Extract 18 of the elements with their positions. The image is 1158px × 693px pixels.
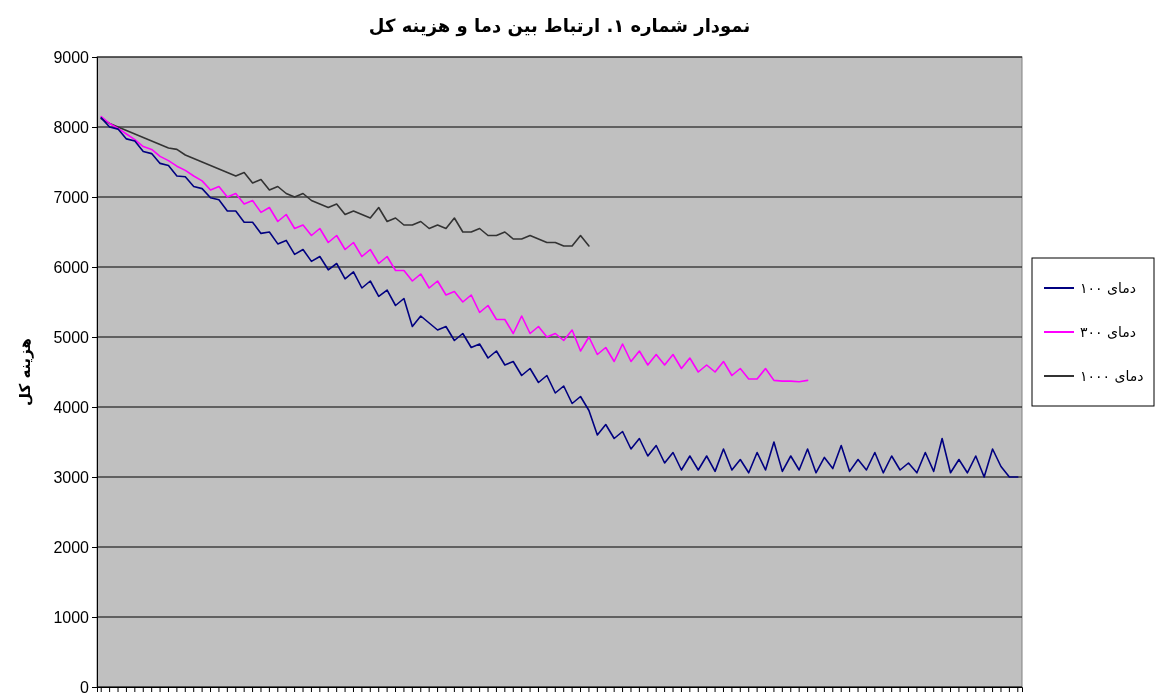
line-series (100, 117, 590, 247)
y-tick-label: 7000 (53, 188, 90, 206)
legend-label: دمای ۱۰۰۰ (1080, 368, 1144, 384)
y-tick-label: 1000 (53, 608, 90, 626)
y-tick-label: 5000 (53, 328, 90, 346)
chart-title: نمودار شماره ۱. ارتباط بین دما و هزینه کل (368, 15, 751, 37)
line-series (100, 115, 809, 383)
y-tick-label: 8000 (53, 118, 90, 136)
legend-label: دمای ۳۰۰ (1080, 324, 1136, 340)
y-tick-label: 6000 (53, 258, 90, 276)
y-tick-label: 2000 (53, 538, 90, 556)
y-tick-label: 4000 (53, 398, 90, 416)
y-axis-title: هزینه کل (16, 338, 34, 406)
legend-label: دمای ۱۰۰ (1080, 280, 1136, 296)
y-tick-label: 0 (80, 678, 90, 693)
y-tick-label: 9000 (53, 48, 90, 66)
line-series (100, 117, 1019, 478)
y-tick-label: 3000 (53, 468, 90, 486)
